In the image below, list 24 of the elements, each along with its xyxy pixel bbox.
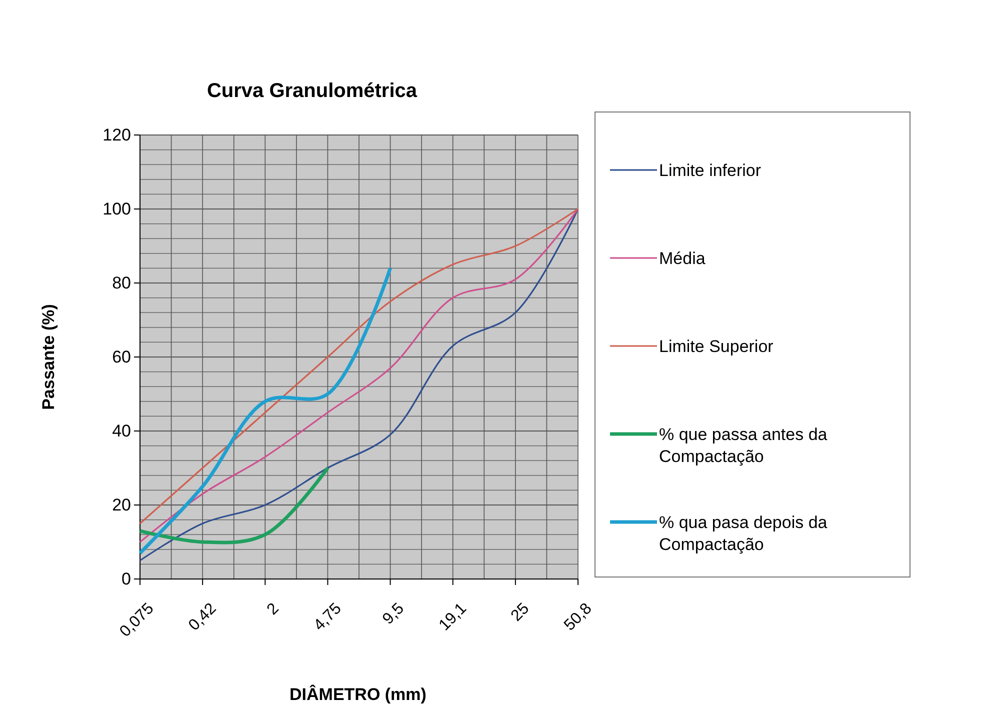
y-axis-title: Passante (%) — [39, 304, 58, 410]
legend-label: % qua pasa depois da Compactação — [659, 513, 828, 554]
legend-label: % que passa antes da Compactação — [659, 425, 828, 466]
line-series — [138, 466, 330, 544]
x-tick-label: 0,42 — [186, 600, 220, 634]
x-tick-label: 2 — [264, 600, 282, 618]
y-tick-label: 40 — [112, 421, 131, 440]
legend-label: Limite Superior — [659, 337, 774, 356]
y-tick-label: 0 — [122, 569, 131, 588]
x-tick-label: 50,8 — [561, 600, 596, 634]
x-tick-label: 19,1 — [436, 600, 470, 634]
x-tick-label: 9,5 — [380, 600, 408, 628]
legend-label: Média — [659, 249, 706, 268]
y-tick-label: 120 — [102, 125, 131, 144]
x-axis-title: DIÂMETRO (mm) — [290, 684, 426, 704]
legend-label: Limite inferior — [659, 161, 762, 180]
y-tick-label: 80 — [112, 273, 131, 292]
line-series — [138, 266, 392, 555]
x-tick-label: 25 — [508, 600, 533, 625]
x-tick-label: 4,75 — [310, 600, 345, 634]
y-tick-label: 20 — [112, 495, 131, 514]
y-tick-label: 100 — [102, 199, 131, 218]
y-tick-label: 60 — [112, 347, 131, 366]
chart-title: Curva Granulométrica — [206, 80, 418, 102]
